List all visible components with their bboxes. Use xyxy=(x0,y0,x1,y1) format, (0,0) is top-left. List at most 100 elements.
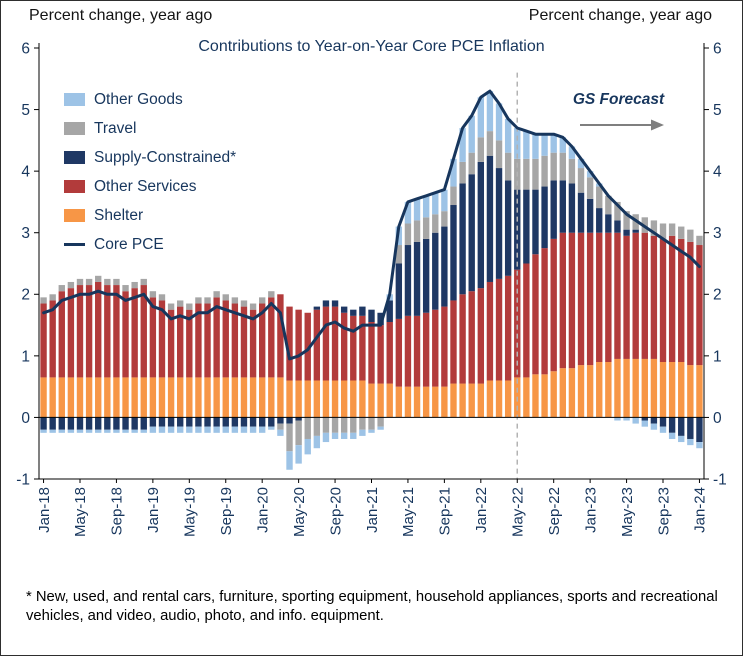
bar-segment-other-services xyxy=(504,275,512,381)
bar-segment-shelter xyxy=(486,380,494,418)
bar-segment-travel xyxy=(568,158,576,184)
bar-segment-shelter xyxy=(67,377,75,418)
bar-segment-other-services xyxy=(231,303,239,378)
bar-segment-other-goods xyxy=(368,429,375,433)
y-tick-label-right: 6 xyxy=(713,40,722,57)
bar-segment-other-services xyxy=(76,285,84,378)
bar-segment-supply-constrained- xyxy=(149,417,157,427)
bar-segment-other-services xyxy=(650,235,658,359)
bar-segment-other-goods xyxy=(350,432,357,439)
bar-segment-other-services xyxy=(450,300,457,384)
y-tick-label-right: 3 xyxy=(713,225,722,242)
bar-segment-other-services xyxy=(514,269,521,378)
bar-segment-supply-constrained- xyxy=(586,198,594,233)
bar-segment-other-services xyxy=(40,303,47,378)
bar-segment-other-services xyxy=(413,315,421,387)
bar-segment-other-goods xyxy=(696,442,703,449)
bar-segment-supply-constrained- xyxy=(395,263,403,319)
bar-segment-shelter xyxy=(495,380,503,418)
bar-segment-travel xyxy=(286,423,293,452)
bar-segment-travel xyxy=(623,211,630,230)
bar-segment-shelter xyxy=(377,383,384,418)
bar-segment-supply-constrained- xyxy=(696,417,703,443)
bar-segment-supply-constrained- xyxy=(231,417,239,427)
bar-segment-supply-constrained- xyxy=(568,183,576,233)
legend-label-core-pce: Core PCE xyxy=(94,235,164,253)
bar-segment-other-services xyxy=(623,235,630,359)
bar-segment-travel xyxy=(304,417,311,439)
bar-segment-supply-constrained- xyxy=(468,174,475,292)
bar-segment-other-services xyxy=(550,238,557,372)
bar-segment-other-goods xyxy=(249,426,257,433)
bar-segment-shelter xyxy=(368,383,375,418)
bar-segment-shelter xyxy=(158,377,166,418)
bar-segment-shelter xyxy=(177,377,184,418)
bar-segment-other-services xyxy=(286,306,293,381)
bar-segment-shelter xyxy=(322,380,330,418)
bar-segment-supply-constrained- xyxy=(577,192,585,233)
bar-segment-shelter xyxy=(541,374,548,418)
bar-segment-shelter xyxy=(432,386,439,418)
bar-segment-shelter xyxy=(523,377,530,418)
bar-segment-supply-constrained- xyxy=(40,417,47,430)
bar-segment-supply-constrained- xyxy=(195,417,202,427)
bar-segment-travel xyxy=(240,300,248,307)
bar-segment-shelter xyxy=(422,386,430,418)
x-tick-label: Sep-22 xyxy=(546,487,563,535)
bar-segment-other-services xyxy=(268,297,275,378)
bar-segment-travel xyxy=(167,303,175,310)
bar-segment-other-goods xyxy=(313,435,321,449)
bar-segment-shelter xyxy=(413,386,421,418)
bar-segment-travel xyxy=(149,291,157,298)
bar-segment-other-services xyxy=(614,232,621,359)
x-tick-label: Sep-21 xyxy=(437,487,454,535)
bar-segment-travel xyxy=(422,217,430,239)
bar-segment-shelter xyxy=(304,380,311,418)
bar-segment-shelter xyxy=(350,380,357,418)
bar-segment-travel xyxy=(404,223,412,246)
bar-segment-other-goods xyxy=(450,158,457,187)
bar-segment-other-services xyxy=(659,238,667,363)
bar-segment-travel xyxy=(140,278,147,286)
bar-segment-other-services xyxy=(641,232,648,359)
bar-segment-shelter xyxy=(596,362,603,418)
x-tick-label: Jan-18 xyxy=(36,487,53,533)
bar-segment-other-services xyxy=(167,309,175,378)
bar-segment-other-goods xyxy=(632,417,639,424)
bar-segment-shelter xyxy=(85,377,93,418)
bar-segment-supply-constrained- xyxy=(268,417,275,427)
bar-segment-travel xyxy=(650,220,658,236)
bar-segment-travel xyxy=(468,152,475,175)
bar-segment-other-goods xyxy=(441,189,448,212)
bar-segment-travel xyxy=(495,140,503,169)
bar-segment-other-goods xyxy=(104,429,111,433)
other-services-swatch-icon xyxy=(64,180,85,193)
bar-segment-shelter xyxy=(559,368,566,418)
bar-segment-other-services xyxy=(532,254,539,375)
supply-constrained-swatch-icon xyxy=(64,151,85,164)
bar-segment-travel xyxy=(49,294,56,301)
bar-segment-supply-constrained- xyxy=(213,417,220,427)
bar-segment-shelter xyxy=(331,380,339,418)
core-pce-line xyxy=(42,89,701,361)
bar-segment-shelter xyxy=(359,380,366,418)
bar-segment-travel xyxy=(377,417,384,427)
x-tick-label: May-23 xyxy=(619,487,636,537)
bar-segment-shelter xyxy=(40,377,47,418)
bar-segment-other-goods xyxy=(231,426,239,433)
bar-segment-travel xyxy=(459,161,466,184)
bar-segment-travel xyxy=(259,297,266,304)
y-tick-label-right: 5 xyxy=(713,102,722,119)
bar-segment-supply-constrained- xyxy=(678,417,685,436)
bar-segment-other-services xyxy=(295,309,302,381)
x-tick-label: Jan-20 xyxy=(254,487,271,533)
bar-segment-supply-constrained- xyxy=(340,306,348,313)
bar-segment-shelter xyxy=(58,377,65,418)
x-tick-label: May-22 xyxy=(510,487,527,537)
x-tick-label: Jan-24 xyxy=(692,487,709,533)
bar-segment-shelter xyxy=(340,380,348,418)
bar-segment-shelter xyxy=(149,377,157,418)
bar-segment-supply-constrained- xyxy=(331,300,339,307)
bar-segment-shelter xyxy=(641,358,648,418)
chart-title: Contributions to Year-on-Year Core PCE I… xyxy=(198,38,545,55)
